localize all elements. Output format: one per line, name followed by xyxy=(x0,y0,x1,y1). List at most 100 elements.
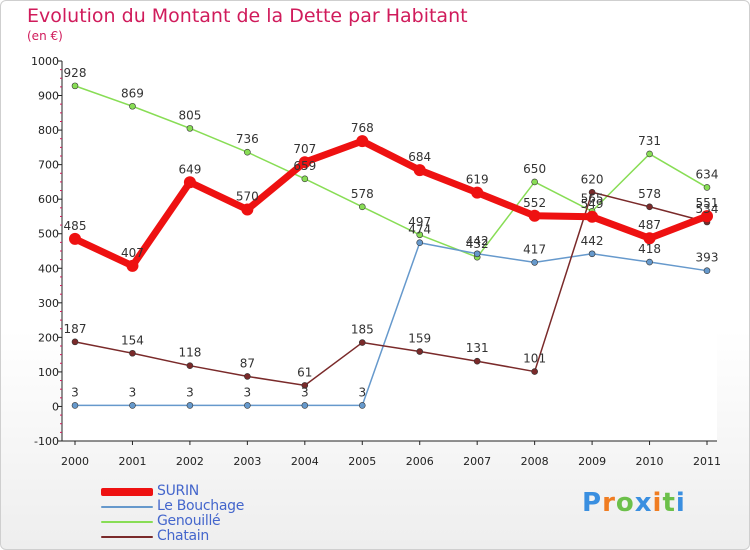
data-label: 187 xyxy=(64,322,87,336)
data-point xyxy=(129,402,136,409)
data-label: 552 xyxy=(523,196,546,210)
y-tick-label: 100 xyxy=(38,366,59,379)
data-label: 551 xyxy=(696,196,719,210)
data-point xyxy=(416,231,424,239)
data-label: 442 xyxy=(581,234,604,248)
data-point xyxy=(416,239,424,247)
x-tick-label: 2006 xyxy=(406,455,434,468)
data-label: 928 xyxy=(64,66,87,80)
x-tick-label: 2002 xyxy=(176,455,204,468)
series-line xyxy=(74,191,708,387)
data-point xyxy=(586,210,599,223)
data-point xyxy=(71,402,79,409)
x-tick-label: 2008 xyxy=(521,455,549,468)
data-point xyxy=(244,373,251,380)
data-label: 707 xyxy=(293,142,316,156)
data-label: 131 xyxy=(466,341,489,355)
series-chatain xyxy=(71,188,711,389)
data-label: 684 xyxy=(408,150,431,164)
data-point xyxy=(244,148,251,156)
data-label: 474 xyxy=(408,223,431,237)
data-label: 3 xyxy=(129,385,137,399)
x-tick-label: 2009 xyxy=(578,455,606,468)
data-label: 768 xyxy=(351,121,374,135)
data-point xyxy=(646,258,653,266)
y-tick-label: 600 xyxy=(38,193,59,206)
x-tick-label: 2010 xyxy=(636,455,664,468)
data-label: 534 xyxy=(696,202,719,216)
y-tick-label: 1000 xyxy=(31,55,59,68)
data-label: 659 xyxy=(293,159,316,173)
plot-area xyxy=(62,61,717,441)
legend-swatch xyxy=(101,521,153,523)
data-point xyxy=(531,368,538,375)
data-point xyxy=(244,402,251,409)
legend-swatch xyxy=(101,506,153,508)
data-label: 61 xyxy=(297,365,312,379)
data-label: 620 xyxy=(581,172,604,186)
x-tick-label: 2005 xyxy=(348,455,376,468)
data-label: 731 xyxy=(638,134,661,148)
data-point xyxy=(413,164,426,177)
x-tick-label: 2011 xyxy=(693,455,721,468)
data-label: 3 xyxy=(358,385,366,399)
y-tick-label: 800 xyxy=(38,124,59,137)
data-point xyxy=(471,186,484,199)
data-label: 3 xyxy=(71,385,79,399)
x-tick-label: 2000 xyxy=(61,455,89,468)
y-tick-label: -100 xyxy=(34,435,59,448)
y-tick-label: 0 xyxy=(52,400,59,413)
data-label: 487 xyxy=(638,218,661,232)
data-label: 578 xyxy=(351,187,374,201)
data-label: 736 xyxy=(236,132,259,146)
legend-label: Chatain xyxy=(157,528,209,544)
data-point xyxy=(183,176,196,189)
data-label: 634 xyxy=(696,167,719,181)
data-label: 619 xyxy=(466,173,489,187)
proxiti-logo: Proxiti xyxy=(582,488,686,518)
x-tick-label: 2001 xyxy=(118,455,146,468)
data-label: 101 xyxy=(523,352,546,366)
data-point xyxy=(643,232,656,245)
legend-swatch xyxy=(101,536,153,538)
data-point xyxy=(301,175,309,183)
chart-title: Evolution du Montant de la Dette par Hab… xyxy=(27,5,468,27)
data-point xyxy=(301,382,309,389)
data-label: 650 xyxy=(523,162,546,176)
data-point xyxy=(416,348,424,355)
data-point xyxy=(186,362,194,369)
data-label: 3 xyxy=(301,385,309,399)
data-point xyxy=(69,232,81,245)
data-label: 565 xyxy=(581,191,604,205)
data-label: 549 xyxy=(581,197,604,211)
data-label: 649 xyxy=(178,162,201,176)
y-tick-label: 400 xyxy=(38,262,59,275)
data-label: 578 xyxy=(638,187,661,201)
data-point xyxy=(186,125,194,132)
legend-label: Le Bouchage xyxy=(157,498,245,514)
series-le-bouchage xyxy=(71,239,711,409)
data-point xyxy=(71,338,79,346)
data-label: 485 xyxy=(64,219,87,233)
series-line xyxy=(74,85,708,258)
series-line xyxy=(73,137,709,270)
data-point xyxy=(129,349,136,357)
data-label: 185 xyxy=(351,323,374,337)
data-point xyxy=(473,357,481,365)
y-tick-label: 200 xyxy=(38,331,59,344)
x-tick-label: 2007 xyxy=(463,455,491,468)
data-label: 3 xyxy=(186,385,194,399)
data-point xyxy=(358,402,366,409)
data-point xyxy=(703,184,711,191)
data-label: 118 xyxy=(178,346,201,360)
data-point xyxy=(129,102,136,110)
data-point xyxy=(301,402,309,409)
y-tick-label: 300 xyxy=(38,297,59,310)
data-point xyxy=(241,203,254,216)
data-label: 418 xyxy=(638,242,661,256)
x-tick-label: 2003 xyxy=(233,455,261,468)
data-label: 159 xyxy=(408,332,431,346)
data-label: 805 xyxy=(178,108,201,122)
data-point xyxy=(701,210,713,223)
